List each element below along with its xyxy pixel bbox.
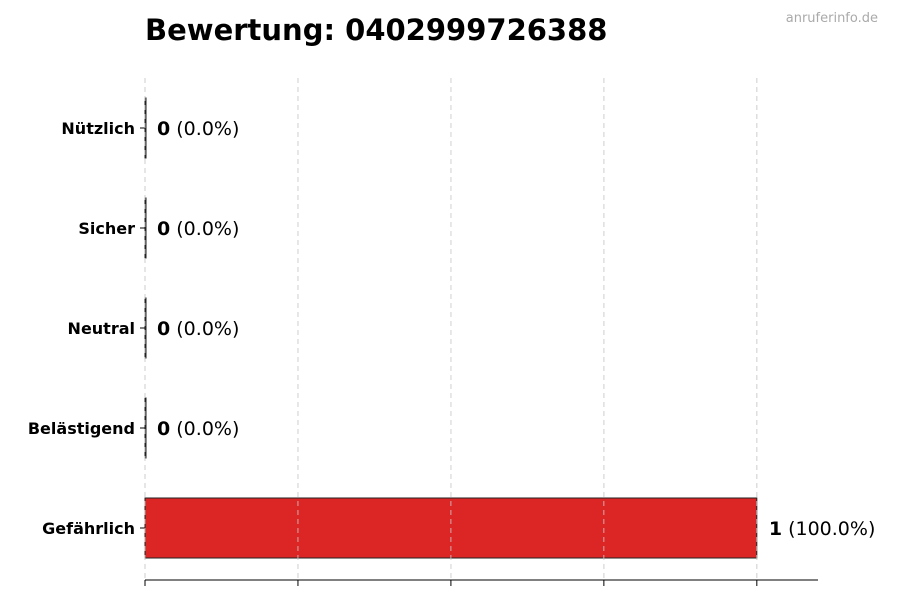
data-label: 0 (0.0%) xyxy=(157,218,239,240)
value-percent: (100.0%) xyxy=(782,518,875,540)
category-label: Belästigend xyxy=(28,419,135,438)
chart-title: Bewertung: 0402999726388 xyxy=(145,13,607,47)
data-label: 0 (0.0%) xyxy=(157,318,239,340)
value-count: 0 xyxy=(157,318,170,340)
value-count: 0 xyxy=(157,118,170,140)
category-label: Nützlich xyxy=(61,119,135,138)
value-percent: (0.0%) xyxy=(170,418,239,440)
category-label: Gefährlich xyxy=(42,519,135,538)
data-label: 0 (0.0%) xyxy=(157,118,239,140)
value-percent: (0.0%) xyxy=(170,318,239,340)
watermark: anruferinfo.de xyxy=(786,11,878,26)
value-percent: (0.0%) xyxy=(170,118,239,140)
data-label: 1 (100.0%) xyxy=(769,518,876,540)
value-percent: (0.0%) xyxy=(170,218,239,240)
category-label: Neutral xyxy=(68,319,135,338)
data-label: 0 (0.0%) xyxy=(157,418,239,440)
value-count: 0 xyxy=(157,418,170,440)
value-count: 0 xyxy=(157,218,170,240)
category-label: Sicher xyxy=(78,219,135,238)
value-count: 1 xyxy=(769,518,782,540)
